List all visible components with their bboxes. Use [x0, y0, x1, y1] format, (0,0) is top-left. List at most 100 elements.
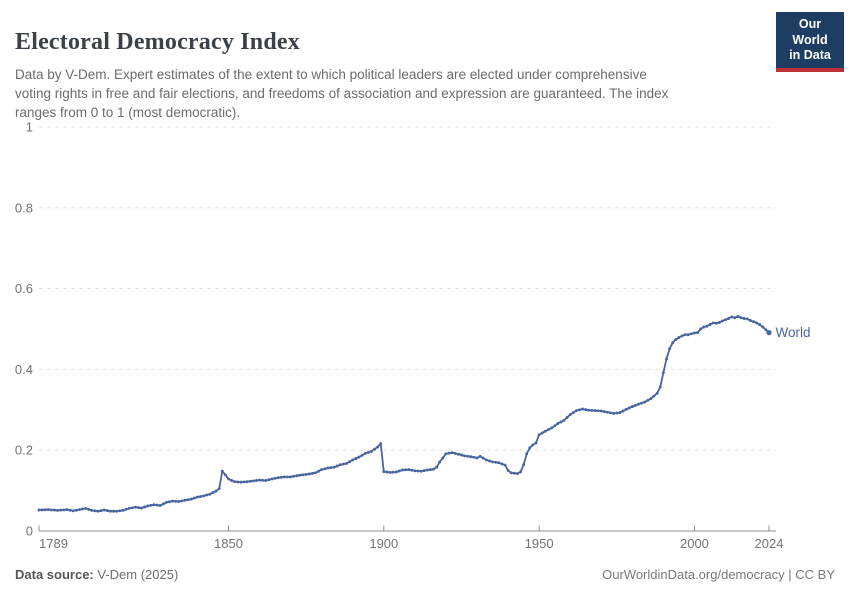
data-point	[53, 508, 56, 512]
data-point	[158, 504, 162, 507]
data-point	[273, 476, 277, 480]
data-point	[460, 453, 463, 457]
data-point	[152, 503, 156, 507]
data-point	[301, 473, 305, 477]
data-point	[689, 332, 693, 336]
data-point	[391, 470, 395, 474]
data-point	[267, 478, 271, 482]
data-point	[369, 449, 373, 453]
data-point	[602, 410, 606, 414]
data-point	[491, 460, 494, 464]
data-point	[345, 462, 348, 465]
data-point	[665, 357, 668, 361]
data-point	[621, 409, 625, 413]
data-point	[254, 479, 258, 482]
data-point	[410, 468, 414, 472]
data-point	[487, 459, 491, 463]
credit-link[interactable]: OurWorldinData.org/democracy | CC BY	[602, 567, 835, 582]
data-point	[233, 480, 237, 484]
data-point	[525, 452, 529, 456]
data-point	[385, 470, 389, 474]
data-point	[248, 479, 252, 483]
data-point	[422, 469, 426, 473]
data-point	[404, 468, 408, 472]
data-point	[643, 400, 647, 404]
data-point	[640, 401, 644, 405]
data-point	[205, 493, 209, 497]
data-point	[599, 409, 603, 413]
data-point	[680, 334, 684, 338]
data-point	[56, 508, 60, 512]
data-point	[615, 411, 619, 415]
y-tick-label: 0.4	[15, 362, 33, 377]
data-point	[466, 454, 470, 458]
data-point	[683, 333, 687, 337]
data-point	[282, 475, 286, 479]
data-point	[314, 471, 317, 475]
data-point	[618, 411, 622, 415]
data-point	[124, 507, 128, 511]
data-point	[755, 321, 759, 325]
owid-logo[interactable]: Our World in Data	[776, 12, 844, 72]
data-point	[633, 403, 637, 407]
data-point	[596, 409, 600, 413]
data-point	[655, 391, 659, 395]
data-point	[593, 409, 597, 413]
data-point	[258, 478, 262, 482]
data-point	[68, 508, 72, 512]
data-point	[127, 506, 131, 510]
data-point	[456, 452, 460, 456]
x-tick-label: 2024	[755, 536, 784, 551]
data-point	[208, 492, 212, 496]
data-point	[251, 479, 255, 483]
data-point	[674, 338, 678, 341]
data-point	[363, 451, 367, 455]
y-tick-label: 1	[26, 120, 33, 135]
data-point	[581, 407, 585, 411]
data-point	[503, 463, 507, 467]
data-point	[105, 509, 109, 513]
data-point	[745, 317, 749, 321]
data-point	[317, 469, 321, 473]
data-point	[40, 508, 44, 512]
data-point	[637, 402, 640, 406]
line-chart[interactable]: 0 0.2 0.4 0.6 0.8 1 1789 1850 1900 1950 2000 2024 Wo…	[0, 110, 850, 560]
data-point	[609, 411, 613, 415]
data-point	[164, 500, 168, 504]
data-point	[149, 503, 153, 507]
data-point	[59, 508, 63, 512]
data-point	[118, 509, 122, 513]
data-point	[677, 336, 681, 339]
data-point	[469, 455, 473, 459]
data-point	[90, 508, 94, 512]
data-point	[686, 333, 690, 337]
x-tick-label: 2000	[680, 536, 709, 551]
data-point	[752, 320, 755, 324]
data-point	[351, 458, 355, 462]
data-point	[74, 508, 78, 512]
data-point	[562, 418, 566, 422]
data-point	[515, 472, 519, 476]
data-point	[438, 460, 442, 464]
data-point	[161, 502, 165, 506]
data-point	[93, 509, 97, 513]
series-end-label: World	[776, 325, 811, 340]
data-point	[192, 496, 196, 500]
data-point	[444, 452, 448, 456]
chart-subtitle: Data by V-Dem. Expert estimates of the e…	[15, 66, 669, 120]
data-point	[146, 504, 150, 508]
data-point	[587, 408, 591, 412]
data-point	[388, 470, 392, 474]
data-point	[43, 508, 47, 512]
data-point	[211, 491, 215, 495]
data-point	[348, 460, 352, 464]
data-point	[292, 474, 296, 478]
data-point	[332, 465, 336, 469]
data-point	[136, 506, 140, 510]
data-source: Data source: V-Dem (2025)	[15, 567, 178, 582]
data-point	[574, 409, 578, 413]
data-point	[186, 498, 190, 502]
data-point	[556, 422, 560, 425]
data-point	[49, 508, 53, 512]
